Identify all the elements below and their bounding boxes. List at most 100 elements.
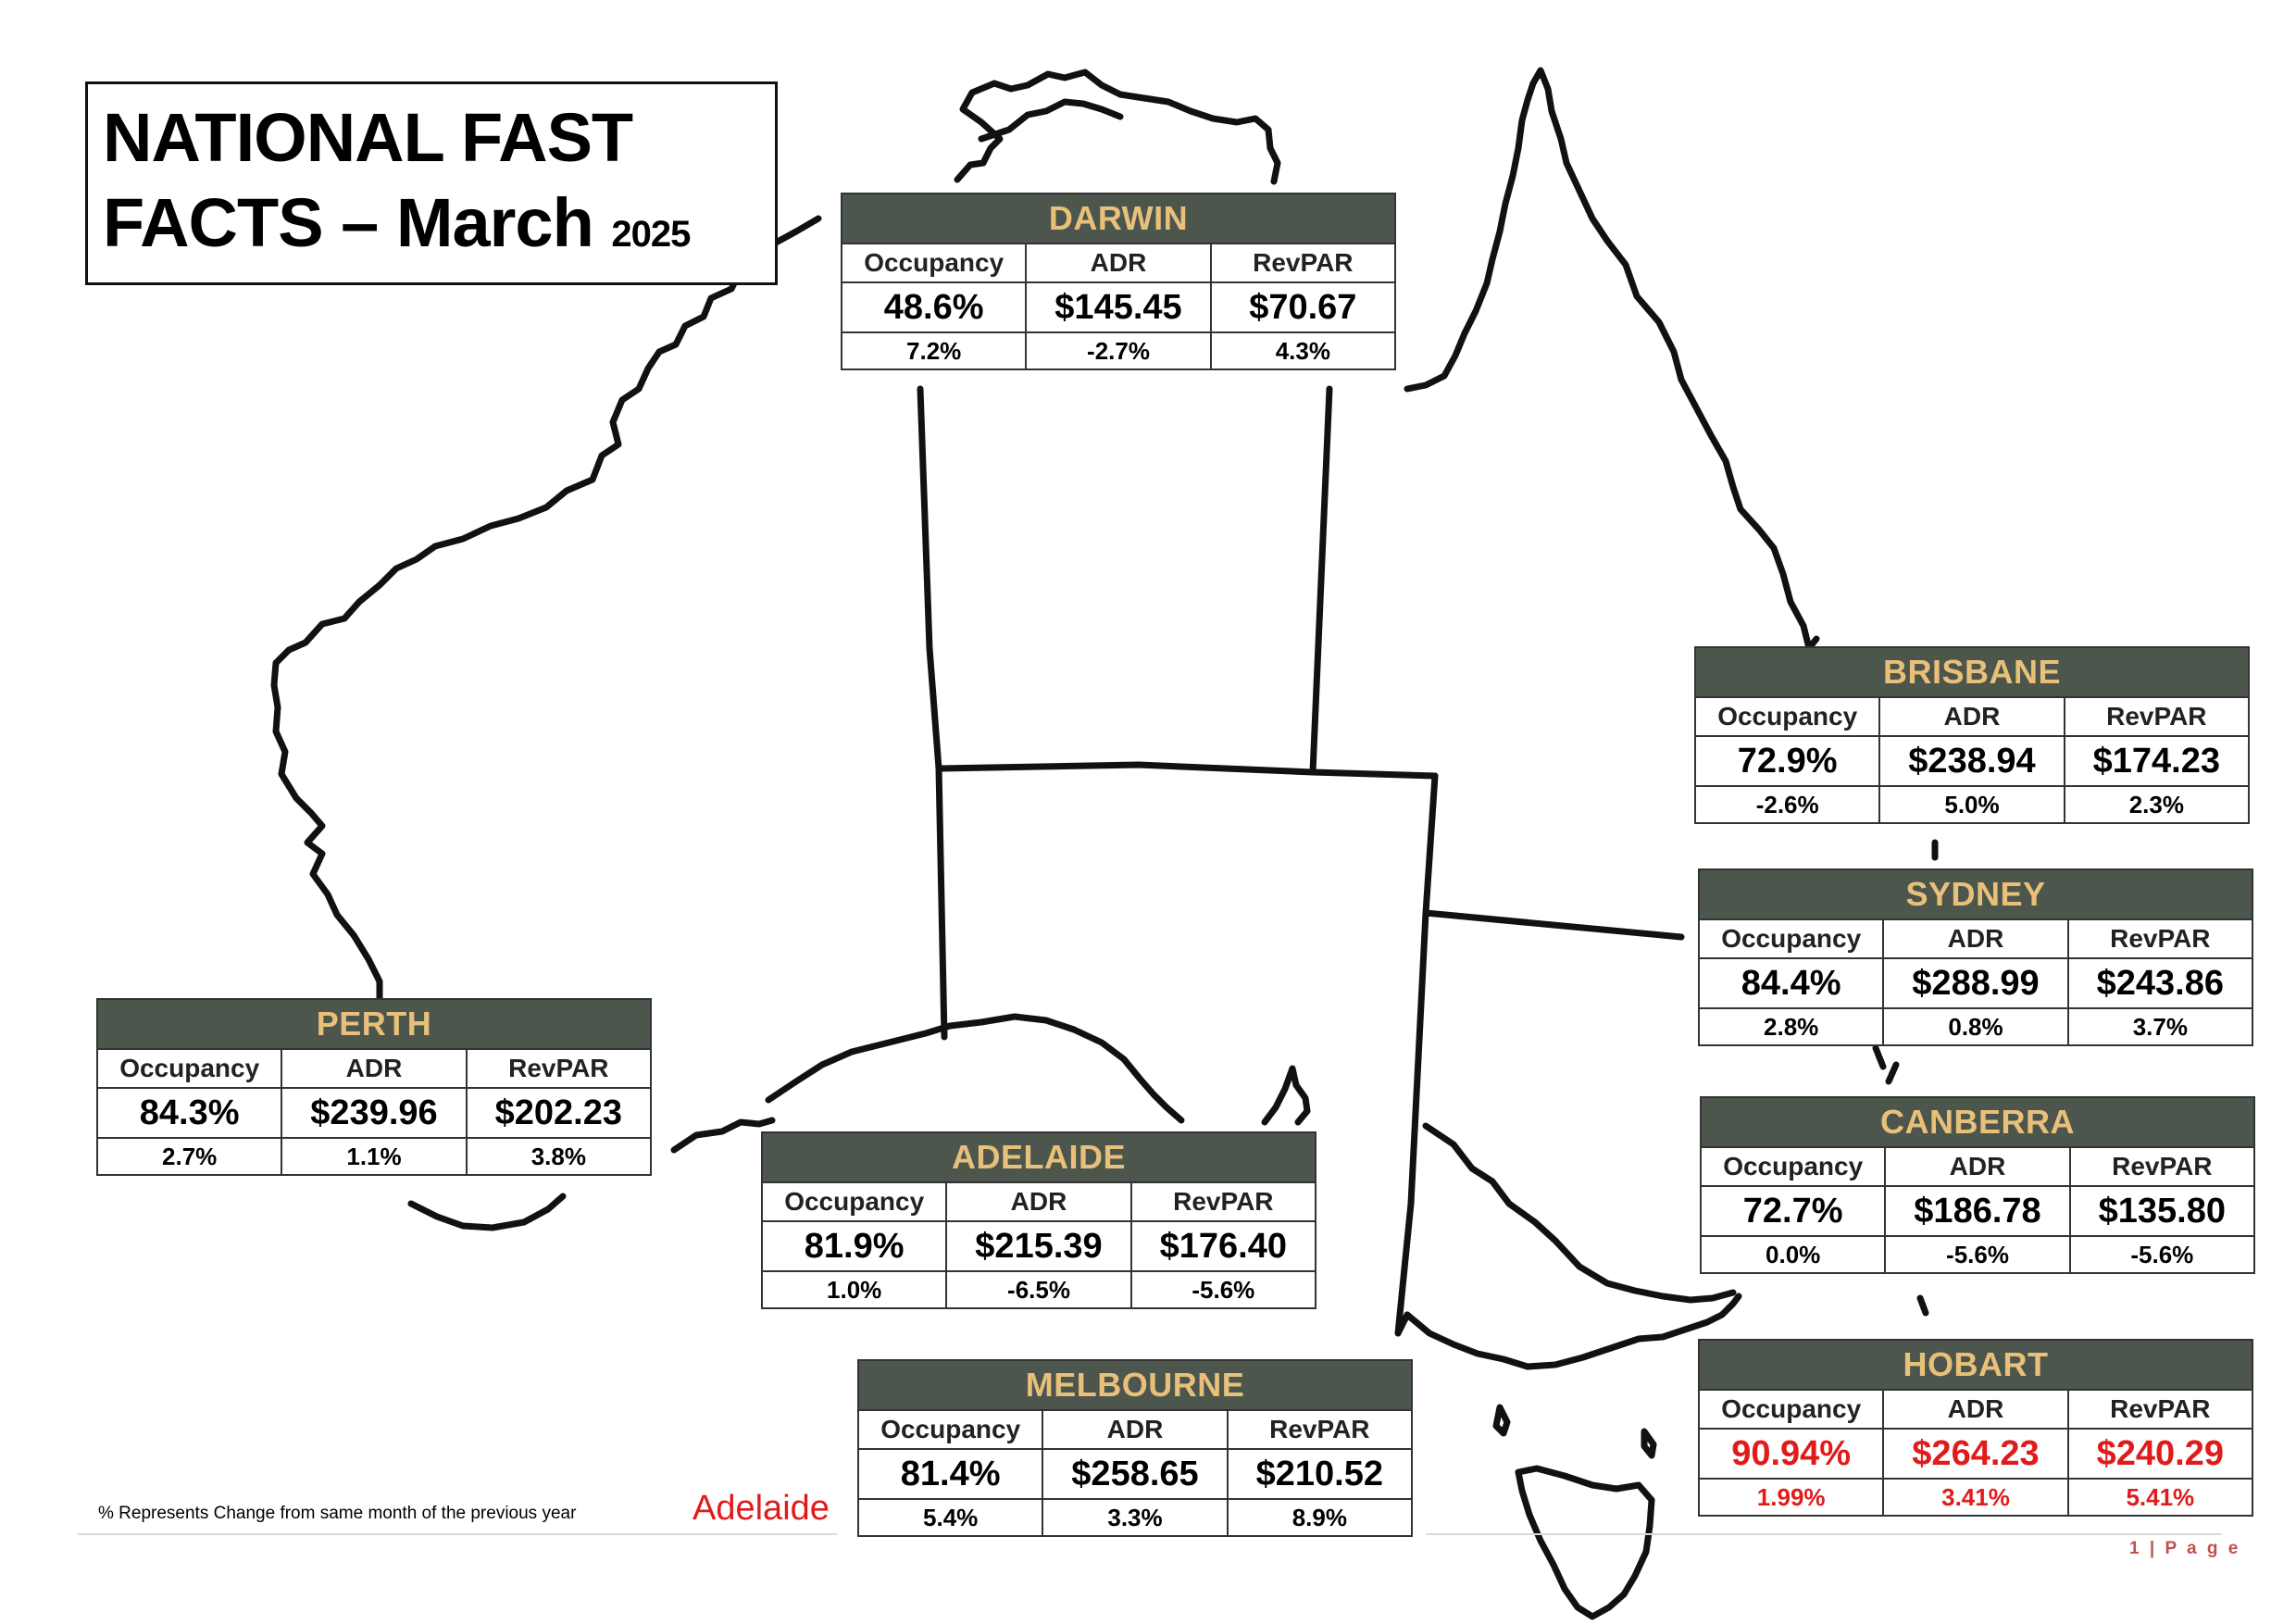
hobart-adr-change: 3.41% [1882, 1478, 2069, 1517]
adelaide-adr-change: -6.5% [945, 1270, 1132, 1309]
adelaide-card: ADELAIDE Occupancy ADR RevPAR 81.9% $215… [760, 1131, 1317, 1309]
melbourne-occupancy-header: Occupancy [856, 1409, 1044, 1450]
sydney-adr-change: 0.8% [1882, 1007, 2069, 1046]
melbourne-card: MELBOURNE Occupancy ADR RevPAR 81.4% $25… [856, 1359, 1414, 1537]
victoria-coast [1404, 1293, 1742, 1370]
melbourne-name: MELBOURNE [857, 1359, 1413, 1411]
hobart-occupancy-change: 1.99% [1697, 1478, 1885, 1517]
adelaide-adr-value: $215.39 [945, 1220, 1132, 1272]
footnote: % Represents Change from same month of t… [98, 1504, 577, 1523]
brisbane-revpar-header: RevPAR [2063, 696, 2251, 737]
adelaide-occupancy-change: 1.0% [760, 1270, 948, 1309]
perth-occupancy-value: 84.3% [95, 1087, 283, 1139]
canberra-adr-change: -5.6% [1884, 1235, 2071, 1274]
queensland-coastline [1404, 67, 1820, 652]
darwin-adr-value: $145.45 [1025, 281, 1212, 333]
melbourne-adr-value: $258.65 [1042, 1448, 1229, 1500]
brisbane-occupancy-change: -2.6% [1693, 785, 1881, 824]
sydney-revpar-header: RevPAR [2066, 918, 2254, 959]
sydney-occupancy-value: 84.4% [1697, 957, 1885, 1009]
sa-nsw-border [1394, 909, 1429, 1337]
sydney-table: SYDNEY Occupancy ADR RevPAR 84.4% $288.9… [1697, 868, 2254, 1046]
adelaide-occupancy-header: Occupancy [760, 1181, 948, 1222]
adelaide-revpar-value: $176.40 [1129, 1220, 1317, 1272]
brisbane-occupancy-header: Occupancy [1693, 696, 1881, 737]
wa-nt-border [917, 385, 948, 1041]
sydney-occupancy-change: 2.8% [1697, 1007, 1885, 1046]
adelaide-revpar-header: RevPAR [1129, 1181, 1317, 1222]
perth-name: PERTH [96, 998, 652, 1050]
darwin-name: DARWIN [841, 193, 1396, 244]
melbourne-adr-change: 3.3% [1042, 1498, 1229, 1537]
nt-sa-border [935, 761, 1439, 780]
footer-rule-left [78, 1533, 837, 1535]
darwin-revpar-change: 4.3% [1209, 331, 1397, 370]
perth-occupancy-change: 2.7% [95, 1137, 283, 1176]
brisbane-name: BRISBANE [1694, 646, 2250, 698]
page-number: 1 | P a g e [2129, 1539, 2241, 1558]
sydney-revpar-change: 3.7% [2066, 1007, 2254, 1046]
sydney-card: SYDNEY Occupancy ADR RevPAR 84.4% $288.9… [1697, 868, 2254, 1046]
coast-mark-2 [1885, 1061, 1900, 1085]
darwin-table: DARWIN Occupancy ADR RevPAR 48.6% $145.4… [840, 193, 1397, 370]
nsw-coast [1872, 1044, 1887, 1070]
perth-south-coast [407, 1193, 567, 1231]
canberra-adr-header: ADR [1884, 1146, 2071, 1187]
king-island [1492, 1404, 1511, 1437]
perth-adr-header: ADR [281, 1048, 468, 1089]
brisbane-adr-header: ADR [1878, 696, 2065, 737]
perth-revpar-change: 3.8% [465, 1137, 653, 1176]
melbourne-adr-header: ADR [1042, 1409, 1229, 1450]
adelaide-table: ADELAIDE Occupancy ADR RevPAR 81.9% $215… [760, 1131, 1317, 1309]
darwin-revpar-value: $70.67 [1209, 281, 1397, 333]
hobart-name: HOBART [1698, 1339, 2253, 1391]
adelaide-revpar-change: -5.6% [1129, 1270, 1317, 1309]
darwin-occupancy-value: 48.6% [840, 281, 1028, 333]
hobart-adr-value: $264.23 [1882, 1428, 2069, 1480]
hobart-revpar-change: 5.41% [2066, 1478, 2254, 1517]
perth-occupancy-header: Occupancy [95, 1048, 283, 1089]
flinders-island [1641, 1428, 1657, 1459]
nt-qld-border [1309, 385, 1333, 776]
sydney-adr-value: $288.99 [1882, 957, 2069, 1009]
perth-card: PERTH Occupancy ADR RevPAR 84.3% $239.96… [95, 998, 653, 1176]
mainland-coastline [270, 215, 822, 1004]
canberra-adr-value: $186.78 [1884, 1185, 2071, 1237]
hobart-table: HOBART Occupancy ADR RevPAR 90.94% $264.… [1697, 1339, 2254, 1517]
darwin-adr-header: ADR [1025, 243, 1212, 283]
top-end-coastline [954, 69, 1281, 185]
brisbane-occupancy-value: 72.9% [1693, 735, 1881, 787]
sydney-name: SYDNEY [1698, 868, 2253, 920]
brisbane-card: BRISBANE Occupancy ADR RevPAR 72.9% $238… [1693, 646, 2251, 824]
brisbane-revpar-change: 2.3% [2063, 785, 2251, 824]
qld-nsw-border [1422, 772, 1685, 941]
perth-table: PERTH Occupancy ADR RevPAR 84.3% $239.96… [95, 998, 653, 1176]
darwin-adr-change: -2.7% [1025, 331, 1212, 370]
hobart-occupancy-value: 90.94% [1697, 1428, 1885, 1480]
darwin-occupancy-header: Occupancy [840, 243, 1028, 283]
melbourne-table: MELBOURNE Occupancy ADR RevPAR 81.4% $25… [856, 1359, 1414, 1537]
canberra-card: CANBERRA Occupancy ADR RevPAR 72.7% $186… [1699, 1096, 2256, 1274]
canberra-occupancy-value: 72.7% [1699, 1185, 1887, 1237]
hobart-occupancy-header: Occupancy [1697, 1389, 1885, 1430]
darwin-card: DARWIN Occupancy ADR RevPAR 48.6% $145.4… [840, 193, 1397, 370]
melbourne-revpar-header: RevPAR [1226, 1409, 1414, 1450]
canberra-name: CANBERRA [1700, 1096, 2255, 1148]
spencer-gulf [1261, 1065, 1311, 1126]
brisbane-adr-change: 5.0% [1878, 785, 2065, 824]
brisbane-revpar-value: $174.23 [2063, 735, 2251, 787]
canberra-revpar-change: -5.6% [2068, 1235, 2256, 1274]
darwin-revpar-header: RevPAR [1209, 243, 1397, 283]
adelaide-label: Adelaide [693, 1489, 830, 1528]
melbourne-occupancy-value: 81.4% [856, 1448, 1044, 1500]
melbourne-revpar-value: $210.52 [1226, 1448, 1414, 1500]
sydney-occupancy-header: Occupancy [1697, 918, 1885, 959]
top-end-coastline-2 [978, 98, 1124, 143]
south-coastline [670, 1117, 776, 1154]
hobart-adr-header: ADR [1882, 1389, 2069, 1430]
melbourne-revpar-change: 8.9% [1226, 1498, 1414, 1537]
title-year: 2025 [611, 214, 691, 255]
footer-rule-right [1426, 1533, 2222, 1535]
perth-adr-change: 1.1% [281, 1137, 468, 1176]
